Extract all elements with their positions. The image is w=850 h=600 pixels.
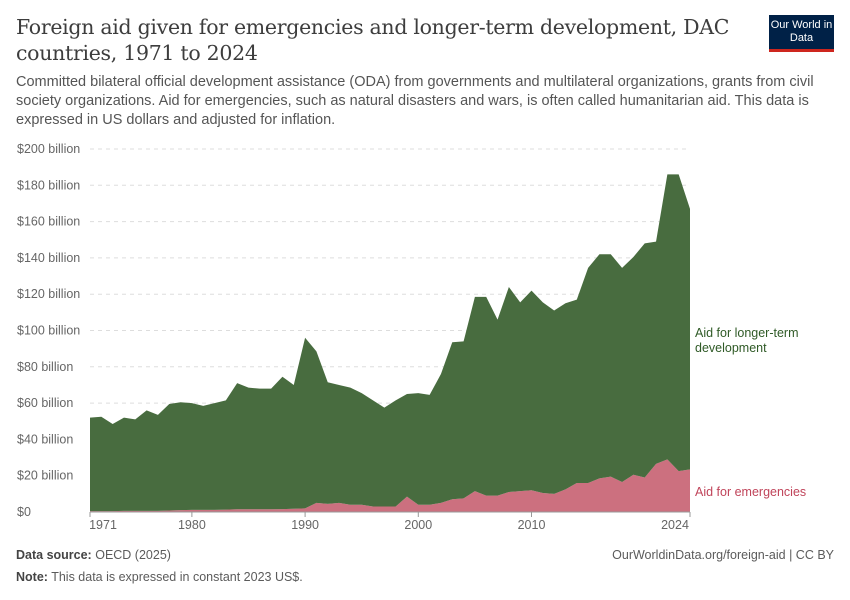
y-tick-label: $20 billion [17,469,73,483]
logo-text: Our World in Data [770,19,833,44]
y-tick-label: $200 billion [17,142,80,156]
chart-title: Foreign aid given for emergencies and lo… [16,15,730,65]
y-tick-label: $160 billion [17,215,80,229]
x-tick-label: 2010 [518,518,546,532]
y-tick-label: $120 billion [17,287,80,301]
x-tick-label: 1980 [178,518,206,532]
x-tick-label: 2024 [661,518,689,532]
legend-label-emergencies: Aid for emergencies [695,485,806,499]
source-link[interactable]: OECD (2025) [95,548,171,562]
y-tick-label: $60 billion [17,396,73,410]
note: Note: This data is expressed in constant… [16,570,303,584]
x-tick-label: 1990 [291,518,319,532]
url-license[interactable]: OurWorldinData.org/foreign-aid | CC BY [612,548,834,562]
y-tick-label: $0 [17,505,31,519]
data-source: Data source: OECD (2025) [16,548,171,562]
area-development [90,174,690,512]
y-tick-label: $100 billion [17,324,80,338]
x-tick-label: 1971 [89,518,117,532]
y-tick-label: $40 billion [17,432,73,446]
source-label: Data source: [16,548,92,562]
chart-subtitle: Committed bilateral official development… [16,74,814,128]
x-tick-label: 2000 [404,518,432,532]
legend-label-development: Aid for longer-term development [695,326,799,355]
y-tick-label: $80 billion [17,360,73,374]
note-text: This data is expressed in constant 2023 … [51,570,303,584]
y-tick-label: $180 billion [17,178,80,192]
note-label: Note: [16,570,48,584]
area-emergencies [90,459,690,512]
y-tick-label: $140 billion [17,251,80,265]
owid-logo[interactable]: Our World in Data [769,15,834,52]
